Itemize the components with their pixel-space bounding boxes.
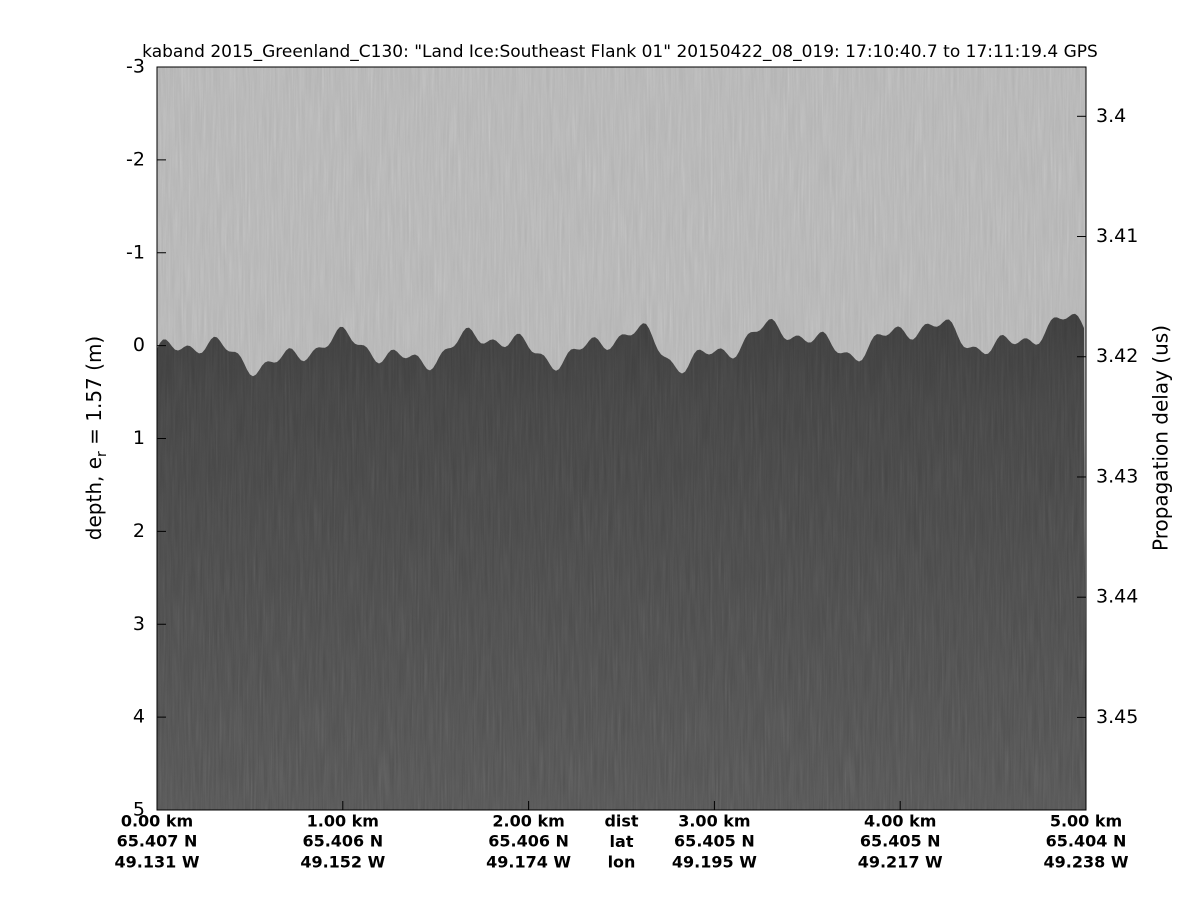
echogram bbox=[157, 67, 1086, 810]
y-tick-label: 5 bbox=[133, 799, 145, 821]
lon-label: 49.195 W bbox=[672, 853, 757, 872]
x-tick-label: 4.00 km bbox=[864, 812, 936, 831]
x-tick-label: 0.00 km bbox=[121, 812, 193, 831]
x-tick-label: 5.00 km bbox=[1050, 812, 1122, 831]
lon-label: 49.238 W bbox=[1044, 853, 1129, 872]
lon-label: 49.174 W bbox=[486, 853, 571, 872]
lon-label: 49.131 W bbox=[115, 853, 200, 872]
y2-tick-label: 3.4 bbox=[1096, 105, 1126, 127]
lat-label: 65.404 N bbox=[1046, 832, 1127, 851]
x-tick-label: 1.00 km bbox=[307, 812, 379, 831]
y-tick-label: -2 bbox=[126, 148, 145, 170]
y-tick-label: -3 bbox=[126, 56, 145, 78]
y-tick-label: -1 bbox=[126, 241, 145, 263]
y-axis-label: depth, er = 1.57 (m) bbox=[82, 336, 111, 540]
lat-label: 65.406 N bbox=[488, 832, 569, 851]
chart-title: kaband 2015_Greenland_C130: "Land Ice:So… bbox=[142, 42, 1098, 62]
y-label-rest: = 1.57 (m) bbox=[82, 336, 106, 451]
row-label: lat bbox=[610, 832, 634, 851]
lat-label: 65.407 N bbox=[117, 832, 198, 851]
y-tick-label: 1 bbox=[133, 427, 145, 449]
y2-tick-label: 3.43 bbox=[1096, 465, 1138, 487]
lat-label: 65.405 N bbox=[860, 832, 941, 851]
y2-axis-label: Propagation delay (us) bbox=[1149, 325, 1173, 551]
y-tick-label: 0 bbox=[133, 334, 145, 356]
y-label-main: depth, e bbox=[82, 457, 106, 540]
y2-tick-label: 3.41 bbox=[1096, 225, 1138, 247]
row-label: dist bbox=[604, 812, 638, 831]
y-tick-label: 3 bbox=[133, 613, 145, 635]
y-tick-label: 4 bbox=[133, 706, 145, 728]
lat-label: 65.405 N bbox=[674, 832, 755, 851]
y2-tick-label: 3.44 bbox=[1096, 586, 1138, 608]
lon-label: 49.217 W bbox=[858, 853, 943, 872]
row-label: lon bbox=[608, 853, 636, 872]
y2-tick-label: 3.42 bbox=[1096, 345, 1138, 367]
y2-tick-label: 3.45 bbox=[1096, 706, 1138, 728]
x-tick-label: 2.00 km bbox=[492, 812, 564, 831]
lon-label: 49.152 W bbox=[300, 853, 385, 872]
lat-label: 65.406 N bbox=[302, 832, 383, 851]
y-tick-label: 2 bbox=[133, 520, 145, 542]
y-label-sub: r bbox=[94, 451, 110, 457]
x-tick-label: 3.00 km bbox=[678, 812, 750, 831]
